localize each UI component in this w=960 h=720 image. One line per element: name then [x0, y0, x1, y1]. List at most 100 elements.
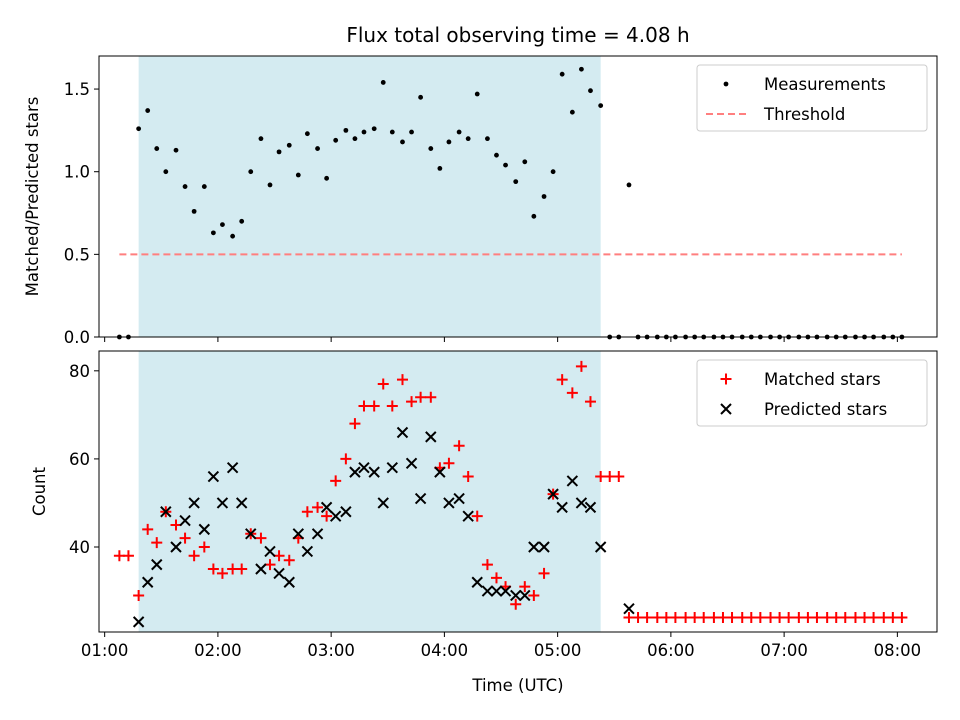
matched-stars-point-18 [283, 554, 295, 566]
y-tick-label: 1.0 [64, 163, 90, 182]
legend-matched-stars-point-0 [720, 373, 732, 385]
predicted-stars-point-12 [245, 528, 257, 540]
measurements-point-10 [210, 230, 216, 236]
bottom-series-layer [113, 360, 908, 628]
top-y-axis-label: Matched/Predicted stars [23, 97, 42, 297]
measurements-point-25 [352, 136, 358, 142]
matched-stars-point-74 [811, 611, 823, 623]
predicted-stars-point-28 [396, 426, 409, 439]
predicted-stars-point-37 [481, 585, 494, 597]
bottom-axes-frame [98, 350, 938, 633]
predicted-stars-point-1 [141, 576, 154, 588]
predicted-stars-point-4 [170, 541, 182, 553]
measurements-point-51 [598, 103, 604, 108]
measurements-point-41 [503, 162, 508, 168]
top-shaded-region [138, 56, 601, 337]
matched-stars-point-71 [783, 611, 795, 623]
y-tick-label: 60 [69, 450, 90, 469]
matched-stars-point-77 [839, 611, 851, 623]
x-tick-label: 05:00 [534, 641, 582, 660]
top-axes-frame [98, 55, 938, 338]
x-tick-label: 06:00 [647, 641, 695, 660]
predicted-stars-point-26 [377, 497, 389, 509]
matched-stars-point-56 [641, 611, 653, 623]
matched-stars-point-23 [330, 475, 342, 487]
measurements-point-3 [145, 108, 151, 113]
predicted-stars-point-2 [151, 558, 163, 571]
matched-stars-point-40 [490, 572, 502, 584]
measurements-point-42 [513, 179, 519, 185]
measurements-point-31 [409, 129, 414, 135]
predicted-stars-point-13 [255, 563, 267, 575]
measurements-point-50 [588, 88, 593, 94]
matched-stars-point-47 [556, 374, 568, 386]
legend-swatch-measurements [723, 81, 729, 87]
predicted-stars-point-6 [188, 497, 200, 509]
measurements-point-17 [276, 149, 282, 155]
measurements-point-21 [315, 146, 320, 151]
predicted-stars-point-36 [471, 576, 483, 588]
series-predicted-stars [132, 426, 635, 628]
legend-box [696, 359, 928, 427]
measurements-point-4 [154, 146, 160, 151]
measurements-point-5 [163, 169, 169, 175]
measurements-point-37 [465, 136, 471, 142]
predicted-stars-point-10 [226, 462, 239, 474]
matched-stars-point-36 [453, 440, 465, 452]
bottom-x-axis-label: Time (UTC) [471, 676, 563, 695]
matched-stars-point-38 [471, 510, 483, 522]
predicted-stars-point-23 [349, 466, 361, 478]
matched-stars-point-32 [415, 391, 427, 403]
predicted-stars-point-27 [386, 462, 399, 474]
predicted-stars-point-29 [405, 457, 418, 470]
matched-stars-point-68 [754, 611, 766, 623]
matched-stars-point-39 [481, 559, 493, 571]
x-tick-label: 02:00 [194, 641, 242, 660]
measurements-point-18 [286, 142, 292, 148]
legend-predicted-stars-point-0 [720, 403, 732, 415]
measurements-point-9 [201, 184, 207, 189]
top-panel: 0.0 0.5 1.0 1.5 Flux total observing time =… [23, 23, 938, 347]
measurements-point-43 [522, 159, 528, 165]
y-tick-label: 0.0 [64, 328, 90, 347]
predicted-stars-point-18 [301, 545, 314, 558]
predicted-stars-point-16 [283, 576, 295, 588]
predicted-stars-point-30 [414, 492, 427, 505]
measurements-point-46 [550, 169, 556, 175]
x-tick-label: 07:00 [760, 641, 808, 660]
legend-swatch-matched-stars [720, 373, 732, 385]
matched-stars-point-83 [896, 611, 908, 623]
predicted-stars-point-21 [329, 510, 342, 522]
bottom-panel: 01:00 02:00 03:00 04:00 05:00 06:00 07:00 08:00… [30, 350, 938, 695]
predicted-stars-point-50 [623, 602, 635, 615]
matched-stars-point-30 [396, 374, 408, 386]
measurements-point-47 [559, 71, 565, 77]
matched-stars-point-31 [406, 396, 418, 408]
predicted-stars-point-35 [462, 510, 474, 522]
bottom-ticks: 01:00 02:00 03:00 04:00 05:00 06:00 07:00 08:00… [69, 362, 921, 660]
matched-stars-point-21 [312, 501, 324, 513]
measurements-point-35 [446, 139, 452, 145]
measurements-point-38 [474, 91, 480, 97]
matched-stars-point-53 [613, 471, 625, 483]
bottom-shaded-region [138, 351, 601, 632]
predicted-stars-point-15 [273, 567, 285, 580]
measurements-point-29 [389, 129, 395, 135]
matched-stars-point-26 [358, 400, 370, 412]
legend-swatch-predicted-stars [720, 403, 732, 415]
legend-box [696, 64, 928, 132]
matched-stars-point-20 [301, 506, 313, 518]
measurements-point-28 [380, 80, 386, 85]
bottom-y-axis-label: Count [30, 466, 49, 516]
predicted-stars-point-41 [519, 589, 531, 602]
measurements-point-26 [361, 129, 367, 135]
y-tick-label: 1.5 [64, 80, 90, 99]
measurements-point-33 [428, 146, 434, 151]
measurements-point-49 [579, 66, 584, 72]
measurements-point-44 [531, 213, 537, 219]
predicted-stars-point-17 [292, 528, 305, 540]
predicted-stars-point-42 [528, 541, 540, 553]
x-tick-label: 03:00 [307, 641, 355, 660]
matched-stars-point-43 [519, 581, 531, 593]
